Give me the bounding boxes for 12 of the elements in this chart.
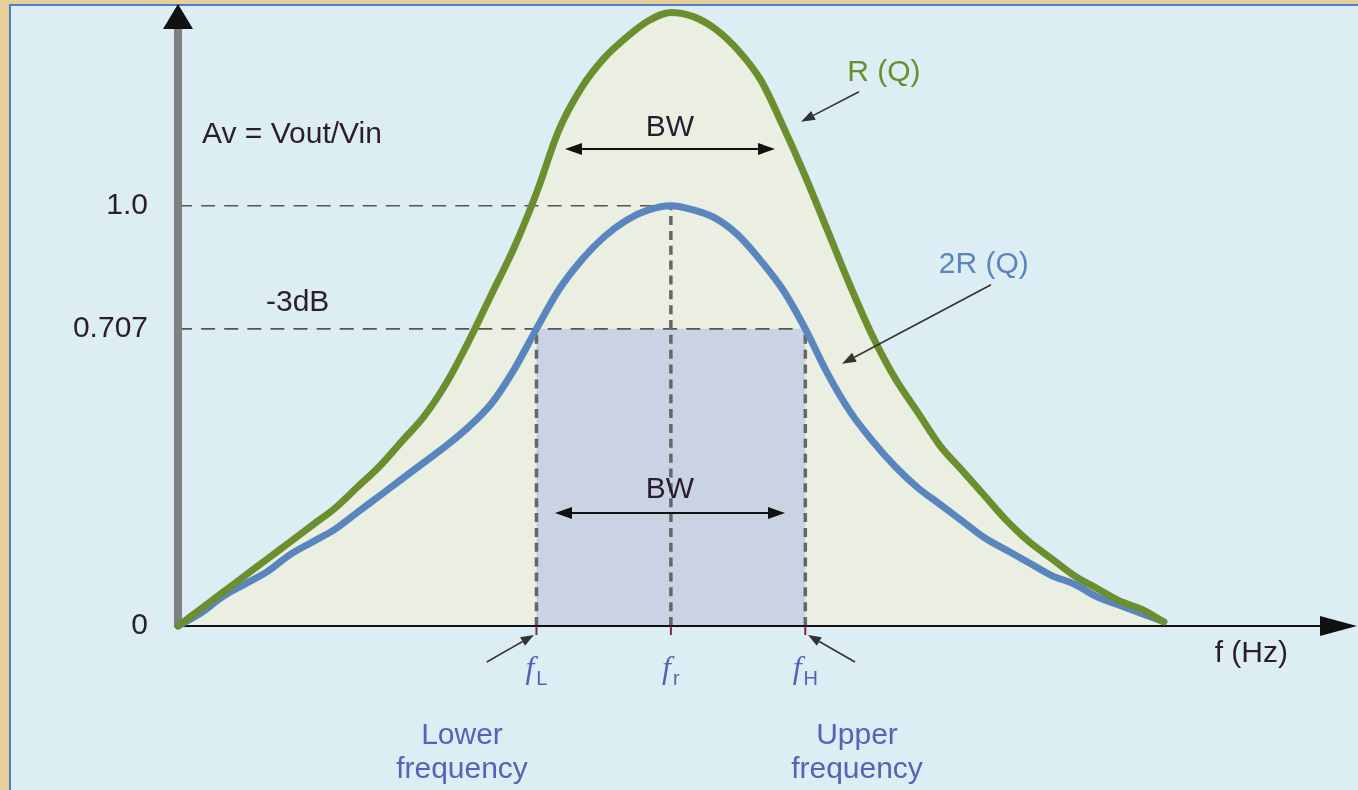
text: 2R (Q): [938, 246, 1029, 280]
text: R (Q): [847, 54, 921, 88]
y-tick-label: 0: [131, 607, 148, 641]
ref-line-label: -3dB: [266, 284, 330, 318]
annotation: BW: [645, 109, 695, 143]
y-tick-label: 0.707: [72, 310, 148, 344]
x-axis-title: f (Hz): [1214, 635, 1289, 669]
text: Upper frequency: [791, 717, 923, 785]
text: Lower frequency: [396, 717, 528, 785]
y-tick-label: 1.0: [106, 187, 149, 220]
annotation: BW: [645, 471, 695, 505]
y-axis-title: Av = Vout/Vin: [202, 116, 382, 150]
